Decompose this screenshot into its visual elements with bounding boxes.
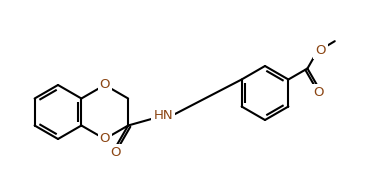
- Text: O: O: [100, 132, 110, 146]
- Text: O: O: [315, 44, 326, 57]
- Text: O: O: [100, 79, 110, 91]
- Text: HN: HN: [153, 109, 173, 122]
- Text: O: O: [110, 146, 120, 159]
- Text: O: O: [313, 86, 324, 99]
